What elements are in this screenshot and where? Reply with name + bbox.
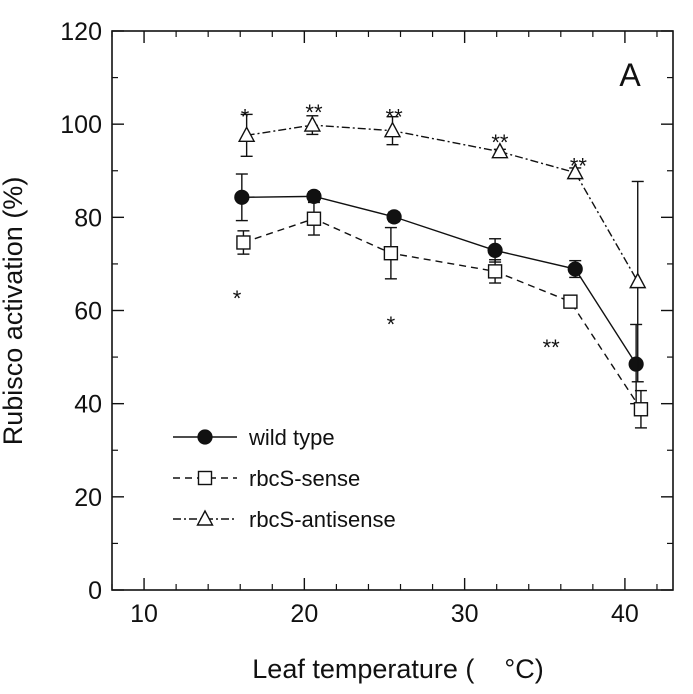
axes: 10 20 30 40 0 20 40 60 80 100 120	[60, 18, 674, 628]
x-tick-label: 30	[451, 600, 479, 628]
significance-mark: *	[241, 105, 250, 130]
significance-mark: *	[233, 286, 242, 311]
x-tick-label: 40	[611, 600, 639, 628]
data-point	[383, 246, 399, 261]
legend-label: wild type	[248, 425, 335, 450]
significance-annotations: * ** **********	[233, 100, 588, 360]
data-point	[563, 294, 578, 309]
significance-mark: **	[543, 335, 561, 360]
y-tick-label: 80	[74, 204, 102, 232]
legend-item: rbcS-sense	[173, 466, 360, 491]
data-point	[628, 356, 644, 372]
x-axis-label: Leaf temperature ( °C)	[252, 654, 543, 684]
legend-label: rbcS-antisense	[249, 507, 396, 532]
series-line	[243, 217, 642, 410]
data-point	[487, 242, 503, 259]
data-point	[491, 142, 509, 159]
series-line	[246, 124, 639, 282]
data-point	[567, 261, 583, 277]
significance-mark: **	[570, 153, 588, 178]
series-layer	[234, 113, 649, 429]
x-tick-label: 10	[130, 600, 158, 628]
legend-item: wild type	[173, 425, 335, 450]
significance-mark: **	[305, 100, 323, 125]
data-point	[237, 125, 256, 143]
data-point	[303, 115, 322, 132]
data-point	[566, 163, 584, 180]
y-tick-label: 40	[74, 391, 102, 419]
significance-mark: *	[387, 312, 396, 337]
series-rbcs-sense	[236, 201, 649, 429]
data-point	[306, 188, 322, 204]
y-tick-label: 120	[60, 18, 102, 46]
significance-mark: **	[491, 130, 509, 155]
series-rbcs-antisense	[237, 113, 647, 383]
y-tick-label: 60	[74, 298, 102, 326]
data-point	[383, 121, 402, 138]
y-axis-label: Rubisco activation (%)	[0, 177, 28, 446]
legend-marker	[196, 509, 214, 526]
data-point	[306, 211, 322, 226]
y-tick-label: 20	[74, 484, 102, 512]
data-point	[487, 264, 503, 279]
data-point	[633, 402, 649, 417]
series-line	[241, 195, 637, 365]
data-point	[234, 189, 250, 205]
series-wild-type	[234, 173, 644, 405]
legend-item: rbcS-antisense	[173, 507, 396, 532]
legend-label: rbcS-sense	[249, 466, 360, 491]
legend: wild type rbcS-sense rbcS-antisense	[173, 425, 396, 532]
y-tick-label: 100	[60, 111, 102, 139]
legend-marker	[197, 470, 213, 486]
data-point	[629, 272, 647, 289]
x-tick-label: 20	[290, 600, 318, 628]
panel-label: A	[619, 57, 641, 93]
data-point	[386, 209, 402, 225]
y-tick-label: 0	[88, 577, 102, 605]
data-point	[236, 235, 251, 250]
significance-mark: **	[386, 105, 404, 130]
legend-marker	[197, 429, 213, 445]
